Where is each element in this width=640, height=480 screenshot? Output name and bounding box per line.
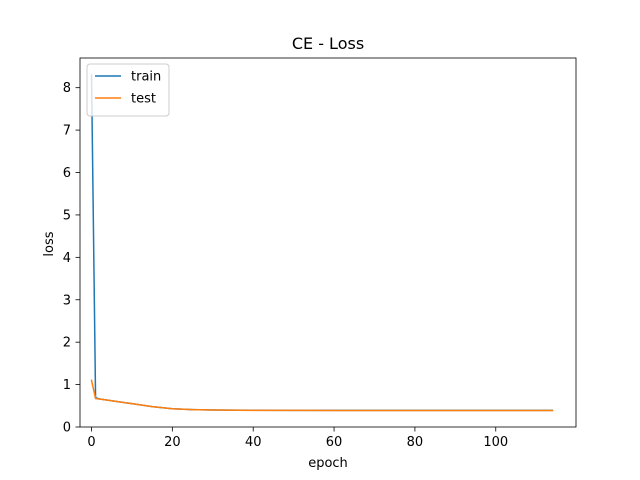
y-tick-label: 5 <box>63 208 71 223</box>
x-tick-label: 80 <box>407 435 424 450</box>
x-tick-label: 0 <box>87 435 95 450</box>
plot-frame <box>79 57 577 428</box>
legend-label-test: test <box>131 92 156 107</box>
legend-label-train: train <box>131 70 161 85</box>
y-tick-label: 6 <box>63 166 71 181</box>
legend: train test <box>86 63 170 117</box>
x-tick-label: 40 <box>245 435 262 450</box>
chart-title: CE - Loss <box>292 34 364 53</box>
axes: 0 20 40 60 80 100 0 1 2 3 4 5 6 7 8 <box>63 57 577 450</box>
x-tick-label: 60 <box>326 435 343 450</box>
series-line-test <box>90 379 554 412</box>
x-tick-label: 20 <box>164 435 181 450</box>
legend-box <box>86 63 170 117</box>
y-tick-label: 3 <box>63 293 71 308</box>
y-axis-label: loss <box>42 231 57 256</box>
y-tick-label: 1 <box>63 378 71 393</box>
y-tick-label: 8 <box>63 81 71 96</box>
plot-lines <box>90 74 554 412</box>
y-tick-label: 0 <box>63 421 71 436</box>
x-tick-label: 100 <box>483 435 508 450</box>
y-tick-label: 4 <box>63 251 71 266</box>
x-axis-label: epoch <box>308 456 348 471</box>
y-tick-label: 7 <box>63 124 71 139</box>
y-tick-label: 2 <box>63 336 71 351</box>
